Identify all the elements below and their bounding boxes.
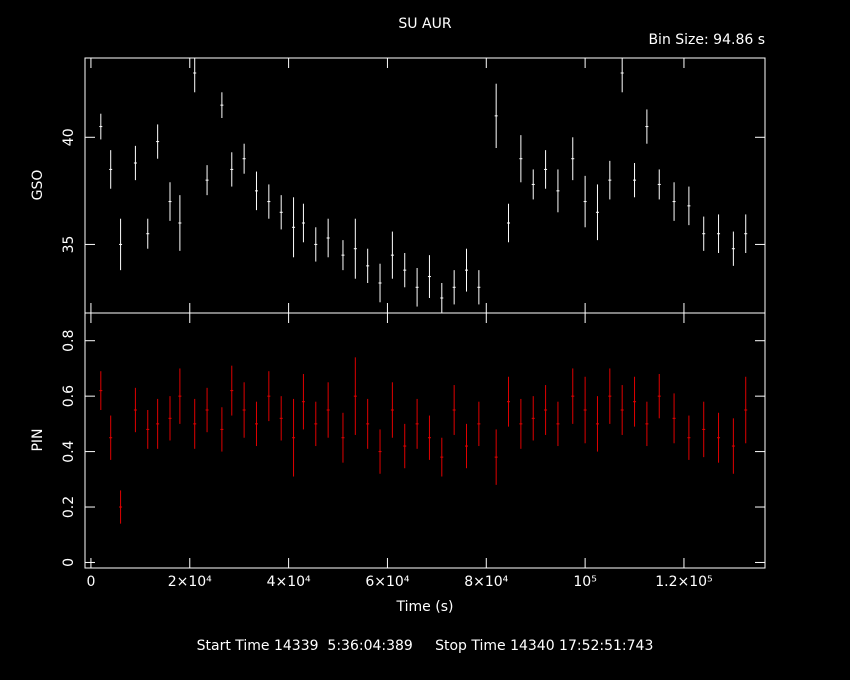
x-tick-label: 4×10⁴ [267, 574, 311, 590]
y-axis-label: PIN [30, 428, 46, 451]
footer: Start Time 14339 5:36:04:389 Stop Time 1… [197, 638, 654, 654]
x-tick-label: 6×10⁴ [365, 574, 409, 590]
y-tick-label: 40 [61, 128, 77, 146]
y-tick-label: 35 [61, 236, 77, 254]
x-axis-label: Time (s) [396, 599, 454, 615]
y-tick-label: 0.8 [61, 330, 77, 352]
x-tick-label: 8×10⁴ [464, 574, 508, 590]
bin-size: Bin Size: 94.86 s [648, 32, 765, 48]
y-tick-label: 0 [61, 558, 77, 567]
series [99, 58, 748, 313]
y-tick-label: 0.6 [61, 385, 77, 407]
panel-frame [84, 312, 766, 569]
y-tick-label: 0.2 [61, 496, 77, 518]
panel-frame [84, 57, 766, 314]
x-tick-label: 2×10⁴ [168, 574, 212, 590]
x-tick-label: 10⁵ [573, 574, 596, 590]
series [99, 357, 748, 524]
y-axis-label: GSO [30, 170, 46, 201]
x-tick-label: 0 [86, 574, 95, 590]
chart-title: SU AUR [398, 16, 451, 32]
x-tick-label: 1.2×10⁵ [655, 574, 712, 590]
y-tick-label: 0.4 [61, 440, 77, 462]
